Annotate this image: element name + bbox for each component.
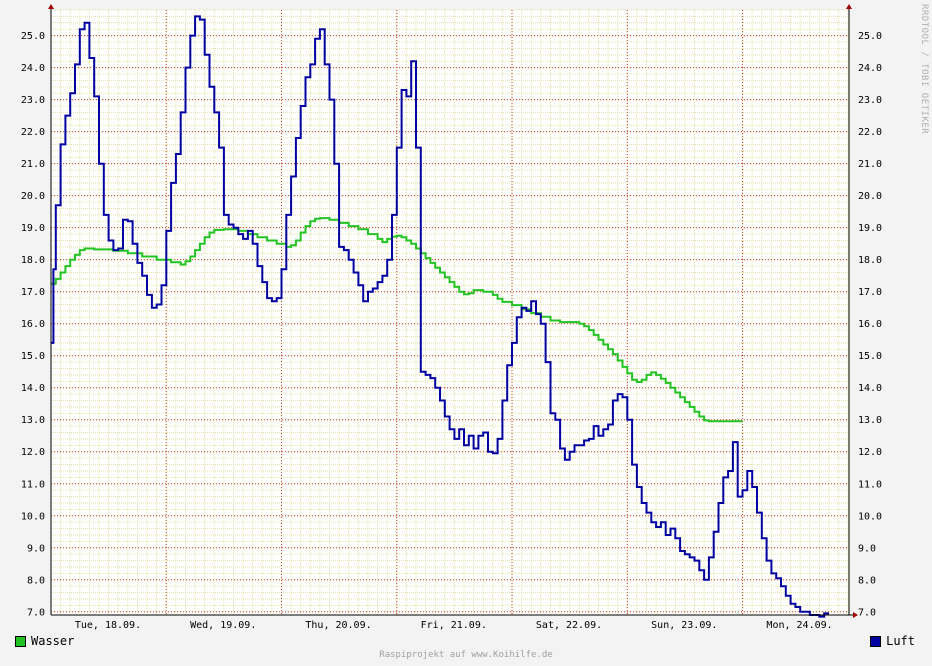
minor-grid	[50, 9, 849, 615]
y-tick-label-left: 21.0	[21, 159, 45, 170]
y-tick-label-right: 22.0	[858, 127, 882, 138]
y-tick-label-left: 14.0	[21, 383, 45, 394]
legend-wasser: Wasser	[15, 634, 74, 648]
y-tick-label-right: 13.0	[858, 415, 882, 426]
y-tick-labels-right: 7.0 8.0 9.0 10.0 11.0 12.0 13.0 14.0 15.0 16.0 17.…	[858, 31, 882, 618]
y-tick-label-left: 25.0	[21, 31, 45, 42]
y-tick-label-left: 23.0	[21, 95, 45, 106]
x-tick-label: Wed, 19.09.	[190, 620, 256, 631]
x-tick-label: Mon, 24.09.	[766, 620, 832, 631]
y-tick-label-left: 7.0	[27, 607, 45, 618]
x-tick-label: Fri, 21.09.	[421, 620, 487, 631]
y-tick-label-right: 8.0	[858, 575, 876, 586]
x-tick-label: Thu, 20.09.	[305, 620, 371, 631]
y-tick-label-right: 12.0	[858, 447, 882, 458]
y-tick-label-left: 16.0	[21, 319, 45, 330]
y-tick-label-right: 7.0	[858, 607, 876, 618]
x-tick-label: Sat, 22.09.	[536, 620, 602, 631]
y-tick-label-left: 12.0	[21, 447, 45, 458]
legend-label-wasser: Wasser	[31, 634, 75, 648]
series-layer	[51, 15, 829, 618]
x-tick-label: Tue, 18.09.	[75, 620, 141, 631]
y-tick-label-right: 16.0	[858, 319, 882, 330]
y-tick-label-left: 15.0	[21, 351, 45, 362]
y-tick-label-left: 17.0	[21, 287, 45, 298]
y-tick-label-right: 18.0	[858, 255, 882, 266]
y-tick-label-right: 24.0	[858, 63, 882, 74]
x-axis-arrow	[853, 612, 858, 618]
y-tick-label-left: 13.0	[21, 415, 45, 426]
y-axis-arrow-left	[48, 4, 54, 9]
y-tick-label-left: 8.0	[27, 575, 45, 586]
footer-text: Raspiprojekt auf www.Koihilfe.de	[379, 650, 553, 660]
y-tick-label-right: 17.0	[858, 287, 882, 298]
series-line-luft	[51, 15, 829, 618]
y-tick-label-left: 22.0	[21, 127, 45, 138]
plot-background	[51, 10, 849, 615]
y-tick-label-right: 23.0	[858, 95, 882, 106]
y-tick-label-left: 11.0	[21, 479, 45, 490]
y-tick-label-left: 9.0	[27, 543, 45, 554]
y-tick-label-right: 9.0	[858, 543, 876, 554]
y-tick-label-right: 15.0	[858, 351, 882, 362]
y-tick-label-right: 21.0	[858, 159, 882, 170]
legend-swatch-luft	[870, 635, 882, 647]
y-tick-labels-left: 7.0 8.0 9.0 10.0 11.0 12.0 13.0 14.0 15.0 16.0 17.…	[21, 31, 45, 618]
y-axis-arrow-right	[846, 4, 852, 9]
y-tick-label-right: 25.0	[858, 31, 882, 42]
legend-swatch-wasser	[15, 635, 26, 647]
axes	[48, 4, 858, 618]
y-tick-label-right: 14.0	[858, 383, 882, 394]
y-tick-label-right: 10.0	[858, 511, 882, 522]
y-tick-label-right: 20.0	[858, 191, 882, 202]
y-tick-label-left: 24.0	[21, 63, 45, 74]
y-tick-label-left: 19.0	[21, 223, 45, 234]
y-tick-label-right: 11.0	[858, 479, 882, 490]
legend-luft: Luft	[870, 634, 915, 648]
y-tick-label-right: 19.0	[858, 223, 882, 234]
legend-label-luft: Luft	[886, 634, 915, 648]
x-tick-labels: Tue, 18.09. Wed, 19.09. Thu, 20.09. Fri, 21…	[75, 620, 833, 631]
x-tick-label: Sun, 23.09.	[651, 620, 717, 631]
major-grid	[50, 10, 849, 615]
y-tick-label-left: 18.0	[21, 255, 45, 266]
watermark: RRDTOOL / TOBI OETIKER	[919, 4, 929, 135]
y-tick-label-left: 10.0	[21, 511, 45, 522]
y-tick-label-left: 20.0	[21, 191, 45, 202]
